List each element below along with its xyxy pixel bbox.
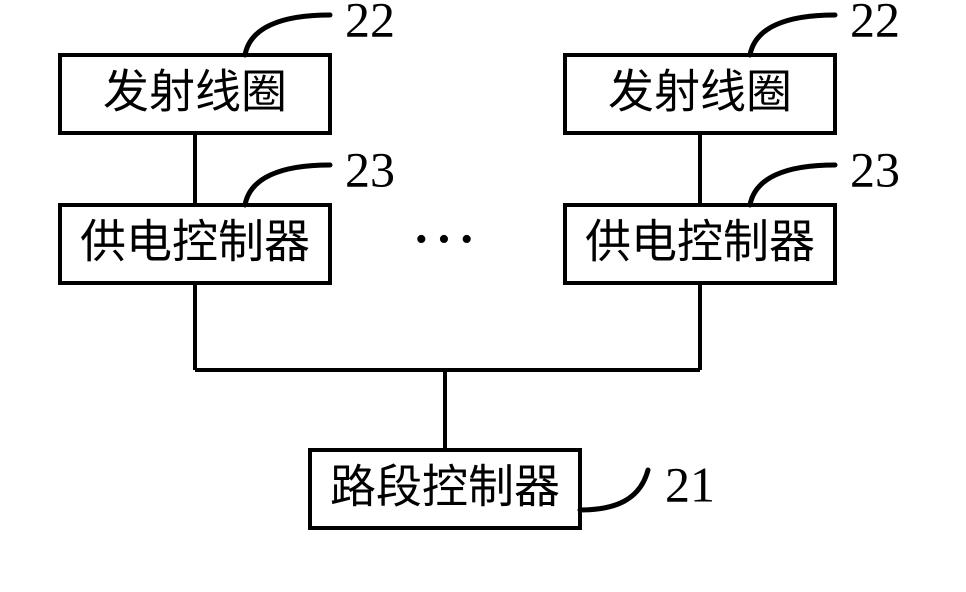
callout-psu-left-number: 23	[345, 141, 395, 197]
callout-segment-number: 21	[665, 456, 715, 512]
ellipsis: ···	[413, 210, 481, 266]
callout-psu-right	[750, 165, 835, 205]
node-coil-left-label: 发射线圈	[103, 67, 287, 118]
callout-psu-right-number: 23	[850, 141, 900, 197]
callout-coil-left-number: 22	[345, 0, 395, 47]
callout-segment	[580, 470, 648, 510]
callout-psu-left	[245, 165, 330, 205]
node-coil-right-label: 发射线圈	[608, 67, 792, 118]
node-psu-right-label: 供电控制器	[585, 217, 815, 268]
callout-coil-right-number: 22	[850, 0, 900, 47]
diagram-canvas: 发射线圈 22 发射线圈 22 供电控制器 23 供电控制器 23 ··· 路段…	[0, 0, 966, 592]
node-segment-label: 路段控制器	[330, 462, 560, 513]
node-psu-left-label: 供电控制器	[80, 217, 310, 268]
callout-coil-right	[750, 15, 835, 55]
callout-coil-left	[245, 15, 330, 55]
